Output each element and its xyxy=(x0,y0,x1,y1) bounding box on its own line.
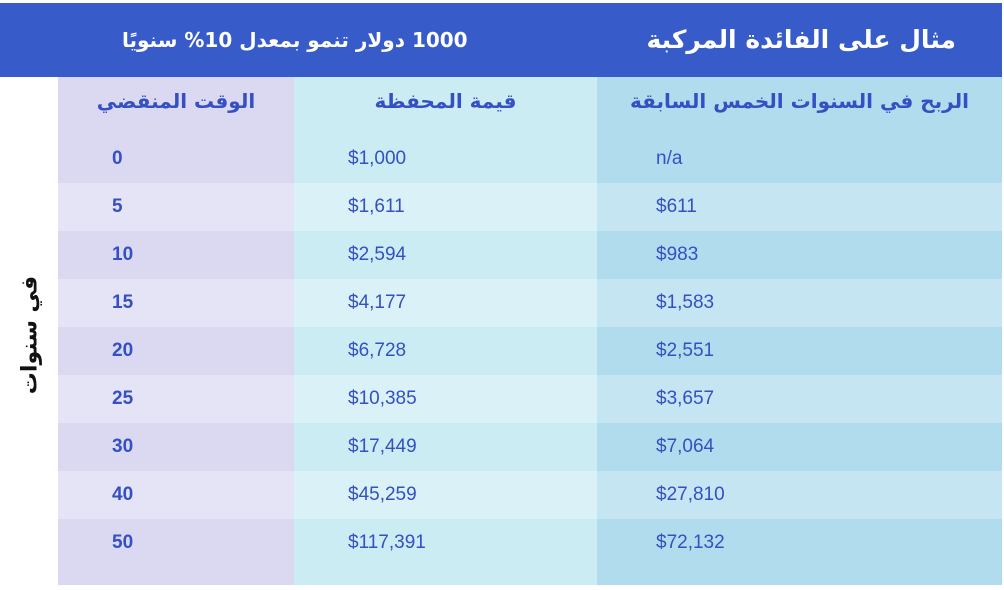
page-title: مثال على الفائدة المركبة xyxy=(646,25,956,54)
header-prior-gain: الربح في السنوات الخمس السابقة xyxy=(629,89,969,113)
cell-years: 40 xyxy=(112,484,134,505)
cell-gain: $7,064 xyxy=(656,436,715,457)
table-row: 15 $4,177 $1,583 xyxy=(58,279,1002,327)
cell-value: $1,000 xyxy=(348,148,407,169)
cell-value: $45,259 xyxy=(348,484,417,505)
cell-gain: n/a xyxy=(656,148,683,169)
cell-value: $10,385 xyxy=(348,388,417,409)
table-row: 30 $17,449 $7,064 xyxy=(58,423,1002,471)
table-row: 40 $45,259 $27,810 xyxy=(58,471,1002,519)
header-elapsed-time: الوقت المنقضي xyxy=(96,89,256,113)
cell-value: $2,594 xyxy=(348,244,407,265)
cell-years: 20 xyxy=(112,340,134,361)
page-subtitle: 1000 دولار تنمو بمعدل 10% سنويًا xyxy=(122,28,468,52)
table-row: 25 $10,385 $3,657 xyxy=(58,375,1002,423)
table-row: 10 $2,594 $983 xyxy=(58,231,1002,279)
table-row: 50 $117,391 $72,132 xyxy=(58,519,1002,567)
compound-interest-table: الوقت المنقضي قيمة المحفظة الربح في السن… xyxy=(58,77,1004,585)
table-row: 0 $1,000 n/a xyxy=(58,135,1002,183)
cell-years: 50 xyxy=(112,532,134,553)
cell-years: 0 xyxy=(112,148,123,169)
cell-gain: $983 xyxy=(656,244,699,265)
cell-value: $4,177 xyxy=(348,292,407,313)
cell-gain: $611 xyxy=(656,196,697,217)
cell-value: $117,391 xyxy=(348,532,426,553)
cell-years: 25 xyxy=(112,388,134,409)
header-portfolio-value: قيمة المحفظة xyxy=(374,89,517,113)
cell-years: 10 xyxy=(112,244,134,265)
cell-gain: $2,551 xyxy=(656,340,715,361)
axis-label-years: في سنوات xyxy=(12,270,48,400)
cell-gain: $3,657 xyxy=(656,388,715,409)
table-row: 5 $1,611 $611 xyxy=(58,183,1002,231)
cell-gain: $27,810 xyxy=(656,484,725,505)
cell-value: $1,611 xyxy=(348,196,405,217)
cell-gain: $1,583 xyxy=(656,292,715,313)
cell-value: $17,449 xyxy=(348,436,417,457)
table-row: 20 $6,728 $2,551 xyxy=(58,327,1002,375)
side-label-text: في سنوات xyxy=(17,275,43,395)
cell-years: 5 xyxy=(112,196,123,217)
cell-value: $6,728 xyxy=(348,340,407,361)
cell-gain: $72,132 xyxy=(656,532,725,553)
title-banner: مثال على الفائدة المركبة 1000 دولار تنمو… xyxy=(0,3,1002,77)
cell-years: 30 xyxy=(112,436,134,457)
cell-years: 15 xyxy=(112,292,134,313)
